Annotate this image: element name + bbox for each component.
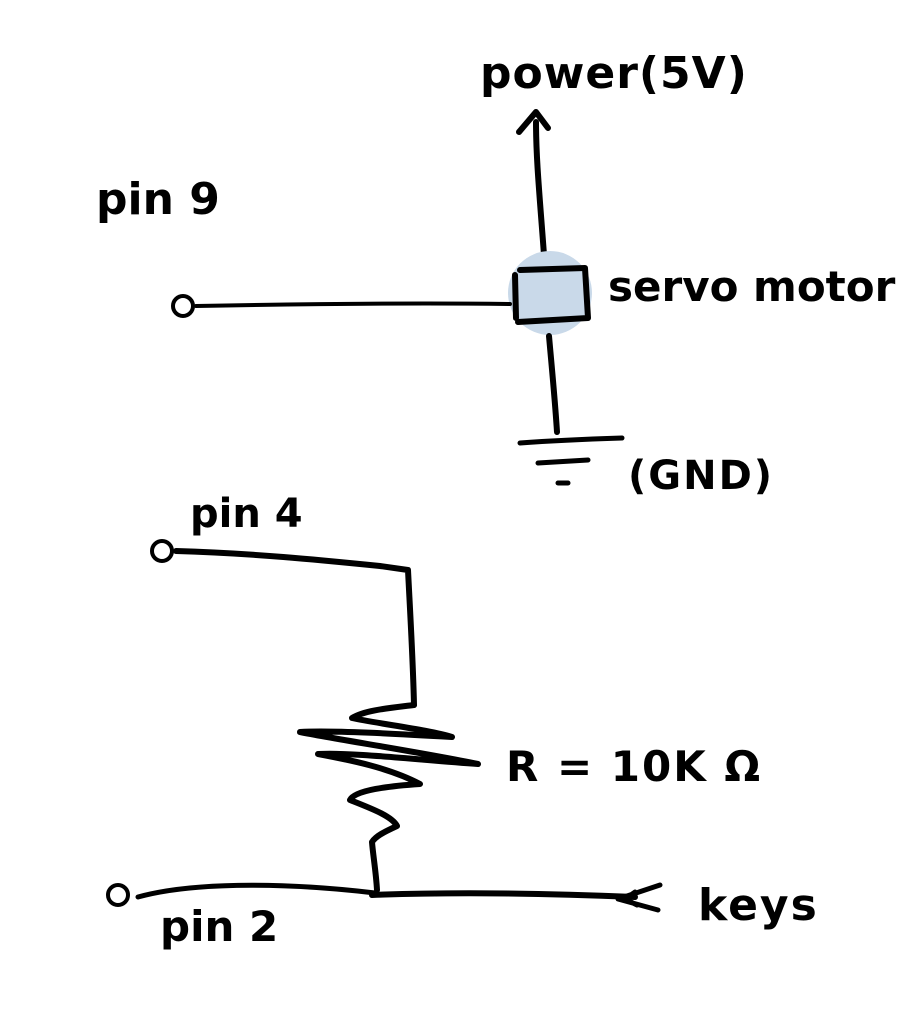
pin9-wire <box>194 301 512 308</box>
keys-label: keys <box>698 880 819 931</box>
keys-wire <box>369 890 638 900</box>
pin4-terminal-icon <box>150 539 174 563</box>
servo-motor-icon <box>512 265 591 325</box>
arrow-up-icon <box>516 109 551 135</box>
pin4-label: pin 4 <box>190 491 303 537</box>
servo-label: servo motor <box>608 262 896 311</box>
ground-icon <box>517 435 625 486</box>
ground-wire <box>546 333 560 435</box>
double-arrow-left-icon <box>615 882 663 913</box>
pin2-wire <box>135 882 378 900</box>
gnd-label: (GND) <box>628 453 775 499</box>
pin2-label: pin 2 <box>160 902 279 951</box>
pin9-terminal-icon <box>171 294 195 318</box>
power-wire <box>533 119 547 258</box>
power-label: power(5V) <box>480 48 748 99</box>
pin2-terminal-icon <box>106 883 130 907</box>
resistor-label: R = 10K Ω <box>506 742 763 791</box>
pin9-label: pin 9 <box>96 174 220 225</box>
resistor-icon <box>297 702 481 893</box>
pin4-wire <box>173 548 417 708</box>
